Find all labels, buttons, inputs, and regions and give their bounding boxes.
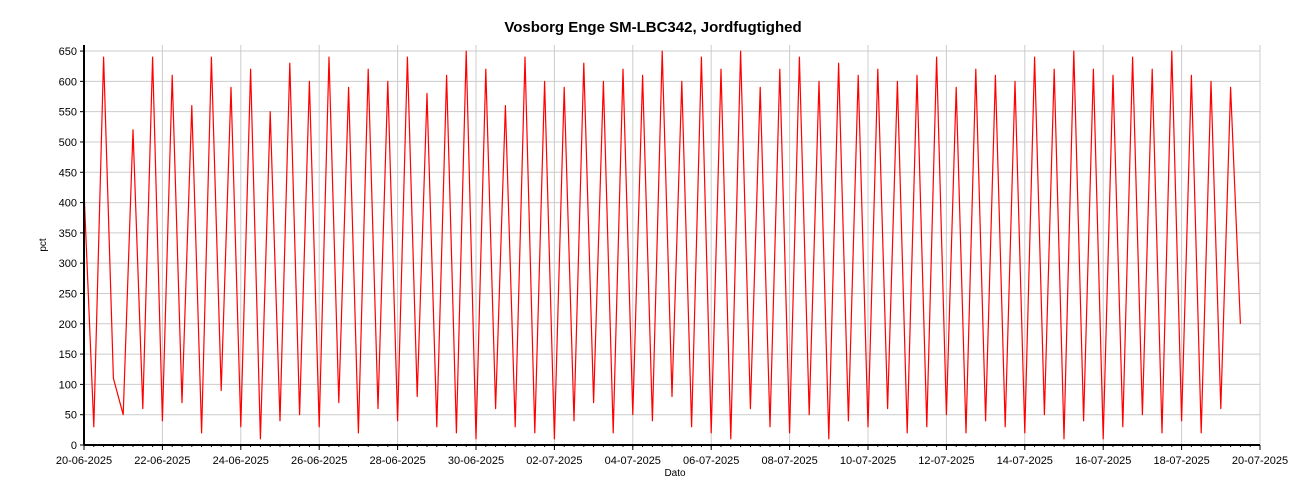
y-tick-label: 200 (59, 319, 77, 331)
x-tick-label: 24-06-2025 (213, 455, 269, 467)
y-tick-label: 100 (59, 379, 77, 391)
x-tick-label: 02-07-2025 (526, 455, 582, 467)
y-tick-label: 600 (59, 76, 77, 88)
x-tick-label: 16-07-2025 (1075, 455, 1131, 467)
ticks-layer: 0 50 100 150 200 250 300 350 400 450 500 550 600 650 2… (56, 46, 1288, 467)
y-tick-label: 550 (59, 107, 77, 119)
y-tick-label: 500 (59, 137, 77, 149)
x-axis-label: Dato (664, 468, 686, 479)
x-tick-label: 08-07-2025 (761, 455, 817, 467)
y-tick-label: 150 (59, 349, 77, 361)
x-tick-label: 26-06-2025 (291, 455, 347, 467)
y-tick-label: 350 (59, 228, 77, 240)
y-tick-label: 300 (59, 258, 77, 270)
y-tick-label: 650 (59, 46, 77, 58)
grid-layer (83, 45, 1261, 446)
series-layer (83, 50, 1241, 440)
x-tick-label: 10-07-2025 (840, 455, 896, 467)
x-tick-label: 18-07-2025 (1153, 455, 1209, 467)
x-tick-label: 04-07-2025 (605, 455, 661, 467)
chart-title: Vosborg Enge SM-LBC342, Jordfugtighed (504, 19, 802, 36)
y-axis-label: pct (38, 238, 49, 252)
x-tick-label: 22-06-2025 (134, 455, 190, 467)
x-tick-label: 06-07-2025 (683, 455, 739, 467)
series-line-0 (83, 50, 1241, 440)
x-tick-label: 20-07-2025 (1232, 455, 1288, 467)
x-tick-label: 28-06-2025 (369, 455, 425, 467)
x-tick-label: 30-06-2025 (448, 455, 504, 467)
y-tick-label: 0 (71, 440, 77, 452)
y-tick-label: 50 (65, 410, 77, 422)
x-tick-label: 20-06-2025 (56, 455, 112, 467)
x-tick-label: 12-07-2025 (918, 455, 974, 467)
y-tick-label: 400 (59, 198, 77, 210)
x-tick-label: 14-07-2025 (997, 455, 1053, 467)
y-tick-label: 250 (59, 288, 77, 300)
y-tick-label: 450 (59, 167, 77, 179)
